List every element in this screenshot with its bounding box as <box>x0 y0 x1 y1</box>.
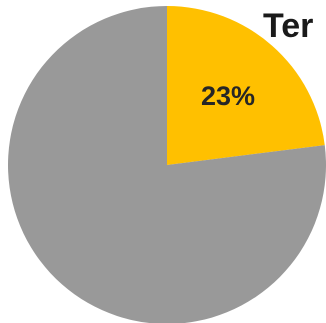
chart-title: Ter <box>263 7 314 45</box>
pie-slice-label-0: 23% <box>201 81 255 111</box>
pie-slice-1 <box>8 6 326 323</box>
pie-slice-0 <box>167 6 325 165</box>
